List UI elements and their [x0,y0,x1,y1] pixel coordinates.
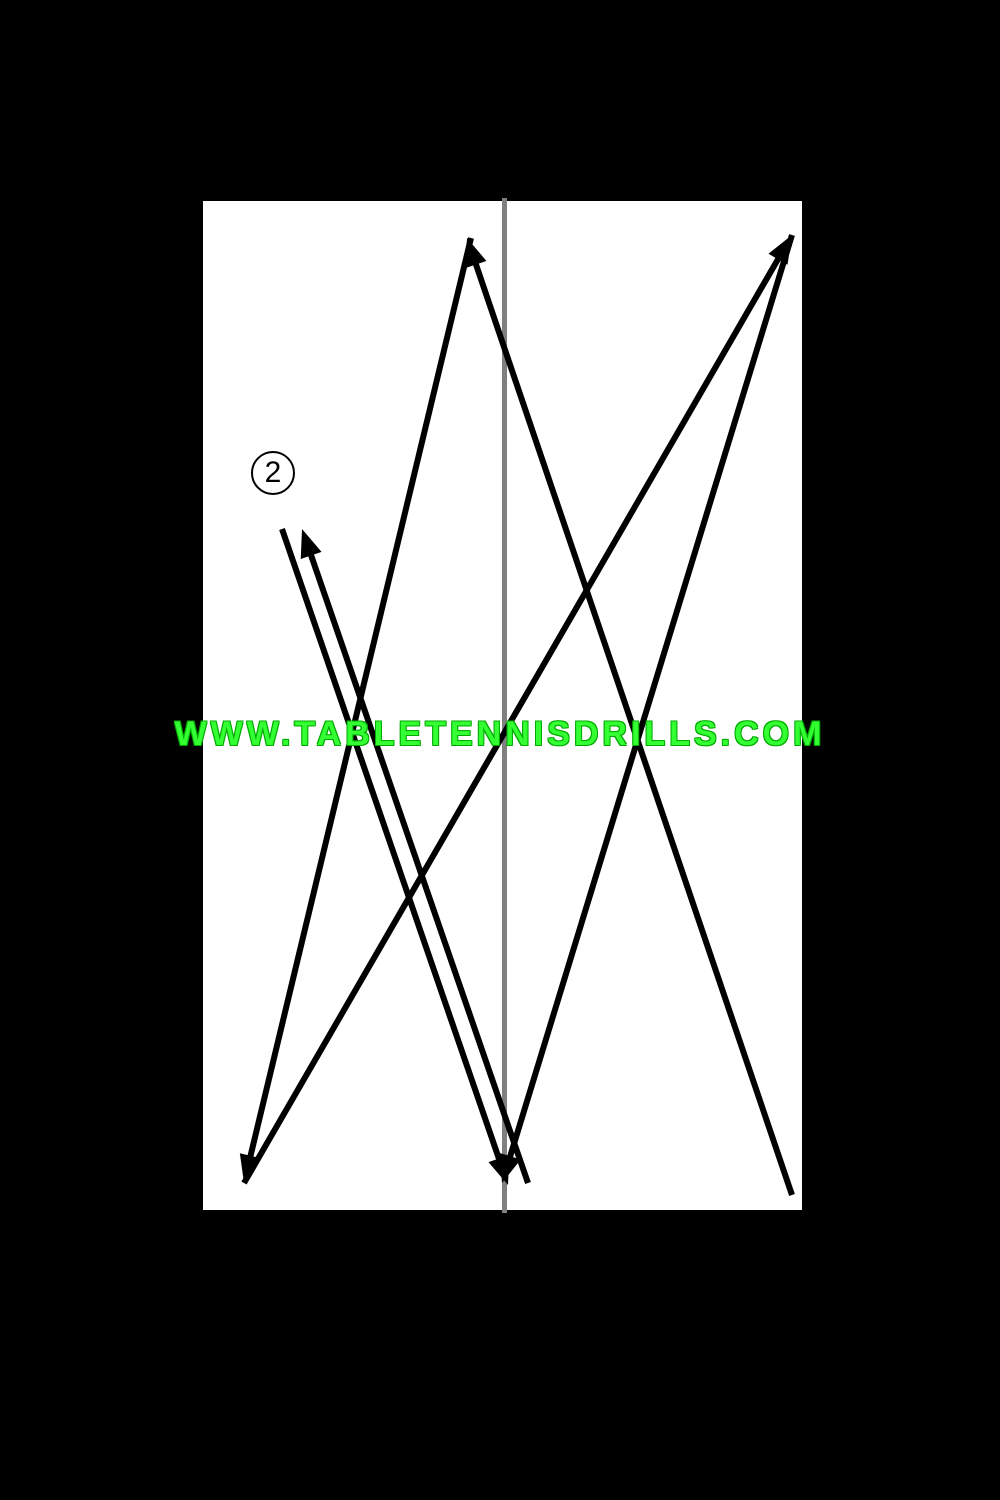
marker-2: 2 [251,451,295,495]
table-centerline [502,198,507,1213]
diagram-canvas: WWW.TABLETENNISDRILLS.COM 2 [0,0,1000,1500]
